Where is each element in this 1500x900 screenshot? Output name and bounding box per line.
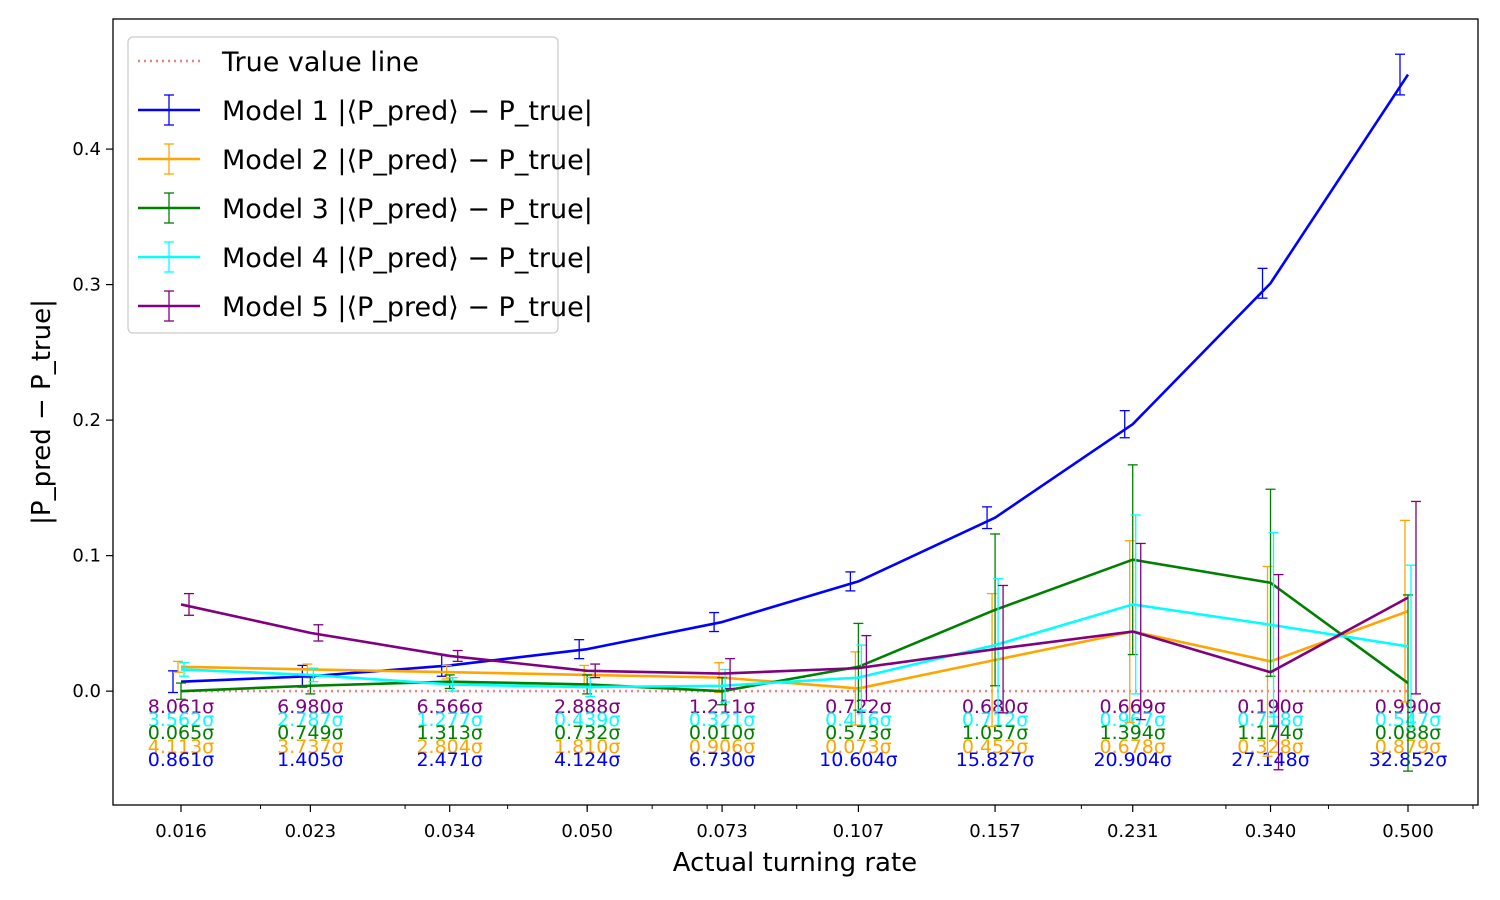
- line-model-3: [180, 558, 1409, 693]
- sigma-label-model-2-7: 0.452σ: [962, 736, 1028, 758]
- series-layer: [168, 53, 1421, 772]
- legend-label-2: Model 1 |⟨P_pred⟩ − P_true|: [222, 96, 593, 127]
- line-model-2: [180, 609, 1409, 690]
- series-model-5: [180, 500, 1421, 771]
- sigma-label-model-2-5: 0.906σ: [689, 736, 755, 758]
- x-tick-label-7: 0.157: [969, 821, 1021, 842]
- legend-label-1: True value line: [221, 47, 419, 78]
- sigma-label-model-3-2: 0.749σ: [277, 722, 343, 744]
- sigma-label-model-4-2: 2.787σ: [277, 709, 343, 731]
- sigma-label-model-5-2: 6.980σ: [277, 696, 343, 718]
- sigma-label-model-1-6: 10.604σ: [819, 749, 898, 771]
- x-tick-label-5: 0.073: [696, 821, 748, 842]
- sigma-label-model-4-1: 3.562σ: [148, 709, 214, 731]
- sigma-label-model-3-4: 0.732σ: [554, 722, 620, 744]
- sigma-label-model-1-1: 0.861σ: [148, 749, 214, 771]
- sigma-label-model-1-8: 20.904σ: [1093, 749, 1172, 771]
- sigma-label-model-3-9: 1.174σ: [1237, 722, 1303, 744]
- sigma-label-model-5-7: 0.680σ: [962, 696, 1028, 718]
- sigma-label-model-4-8: 0.967σ: [1100, 709, 1166, 731]
- x-tick-label-1: 0.016: [155, 821, 207, 842]
- axes-layer: 0.016 0.023 0.034 0.050 0.073 0.107 0.157 0.231…: [27, 18, 1479, 878]
- sigma-label-model-4-7: 0.712σ: [962, 709, 1028, 731]
- line-model-4: [180, 603, 1409, 689]
- sigma-label-model-3-7: 1.057σ: [962, 722, 1028, 744]
- sigma-label-layer: 8.061σ 6.980σ 6.566σ 2.888σ 1.211σ 0.722σ 0.68…: [148, 696, 1447, 771]
- y-tick-label-5: 0.4: [72, 139, 101, 160]
- sigma-label-model-3-6: 0.573σ: [825, 722, 891, 744]
- sigma-label-model-3-3: 1.313σ: [416, 722, 482, 744]
- x-axis-label: Actual turning rate: [673, 848, 917, 878]
- x-tick-label-2: 0.023: [285, 821, 337, 842]
- sigma-label-model-1-7: 15.827σ: [956, 749, 1035, 771]
- x-tick-label-3: 0.034: [424, 821, 476, 842]
- sigma-label-model-4-4: 0.439σ: [554, 709, 620, 731]
- y-tick-label-1: 0.0: [72, 681, 101, 702]
- legend: True value line Model 1 |⟨P_pred⟩ − P_tru…: [127, 36, 593, 334]
- legend-label-5: Model 4 |⟨P_pred⟩ − P_true|: [222, 243, 593, 274]
- sigma-label-model-2-2: 3.737σ: [277, 736, 343, 758]
- sigma-label-model-2-3: 2.804σ: [416, 736, 482, 758]
- sigma-label-model-5-8: 0.669σ: [1100, 696, 1166, 718]
- sigma-label-model-2-6: 0.073σ: [825, 736, 891, 758]
- sigma-label-model-1-9: 27.148σ: [1231, 749, 1310, 771]
- legend-label-6: Model 5 |⟨P_pred⟩ − P_true|: [222, 292, 593, 323]
- y-tick-label-4: 0.3: [72, 275, 101, 296]
- y-tick-label-2: 0.1: [72, 546, 101, 567]
- legend-item-2: Model 1 |⟨P_pred⟩ − P_true|: [138, 94, 593, 127]
- x-tick-label-8: 0.231: [1107, 821, 1159, 842]
- legend-box: [127, 36, 559, 334]
- sigma-label-model-4-6: 0.416σ: [825, 709, 891, 731]
- sigma-label-model-4-5: 0.321σ: [689, 709, 755, 731]
- x-tick-label-4: 0.050: [561, 821, 613, 842]
- series-model-4: [179, 514, 1416, 729]
- legend-item-4: Model 3 |⟨P_pred⟩ − P_true|: [138, 192, 593, 225]
- sigma-label-model-1-5: 6.730σ: [689, 749, 755, 771]
- line-model-5: [180, 596, 1409, 675]
- plot-frame: [112, 18, 1479, 806]
- sigma-label-model-4-3: 1.277σ: [416, 709, 482, 731]
- sigma-label-model-2-4: 1.810σ: [554, 736, 620, 758]
- sigma-label-model-5-5: 1.211σ: [689, 696, 755, 718]
- sigma-label-model-1-2: 1.405σ: [277, 749, 343, 771]
- sigma-label-model-2-1: 4.113σ: [148, 736, 214, 758]
- sigma-label-model-5-1: 8.061σ: [148, 696, 214, 718]
- legend-label-3: Model 2 |⟨P_pred⟩ − P_true|: [222, 145, 593, 176]
- y-tick-label-3: 0.2: [72, 410, 101, 431]
- sigma-label-model-5-9: 0.190σ: [1237, 696, 1303, 718]
- sigma-label-model-5-3: 6.566σ: [416, 696, 482, 718]
- x-tick-label-10: 0.500: [1382, 821, 1434, 842]
- sigma-label-model-2-9: 0.328σ: [1237, 736, 1303, 758]
- y-axis-label: |P_pred − P_true|: [27, 299, 57, 525]
- legend-label-4: Model 3 |⟨P_pred⟩ − P_true|: [222, 194, 593, 225]
- sigma-label-model-1-4: 4.124σ: [554, 749, 620, 771]
- legend-item-1: True value line: [138, 47, 419, 78]
- sigma-label-model-4-9: 0.718σ: [1237, 709, 1303, 731]
- sigma-label-model-3-1: 0.065σ: [148, 722, 214, 744]
- sigma-label-model-2-8: 0.678σ: [1100, 736, 1166, 758]
- sigma-label-model-5-4: 2.888σ: [554, 696, 620, 718]
- legend-item-5: Model 4 |⟨P_pred⟩ − P_true|: [138, 241, 593, 274]
- sigma-label-model-3-8: 1.394σ: [1100, 722, 1166, 744]
- sigma-label-model-3-5: 0.010σ: [689, 722, 755, 744]
- x-tick-label-9: 0.340: [1245, 821, 1297, 842]
- legend-item-6: Model 5 |⟨P_pred⟩ − P_true|: [138, 290, 593, 323]
- x-tick-label-6: 0.107: [833, 821, 885, 842]
- legend-item-3: Model 2 |⟨P_pred⟩ − P_true|: [138, 143, 593, 176]
- sigma-label-model-1-3: 2.471σ: [416, 749, 482, 771]
